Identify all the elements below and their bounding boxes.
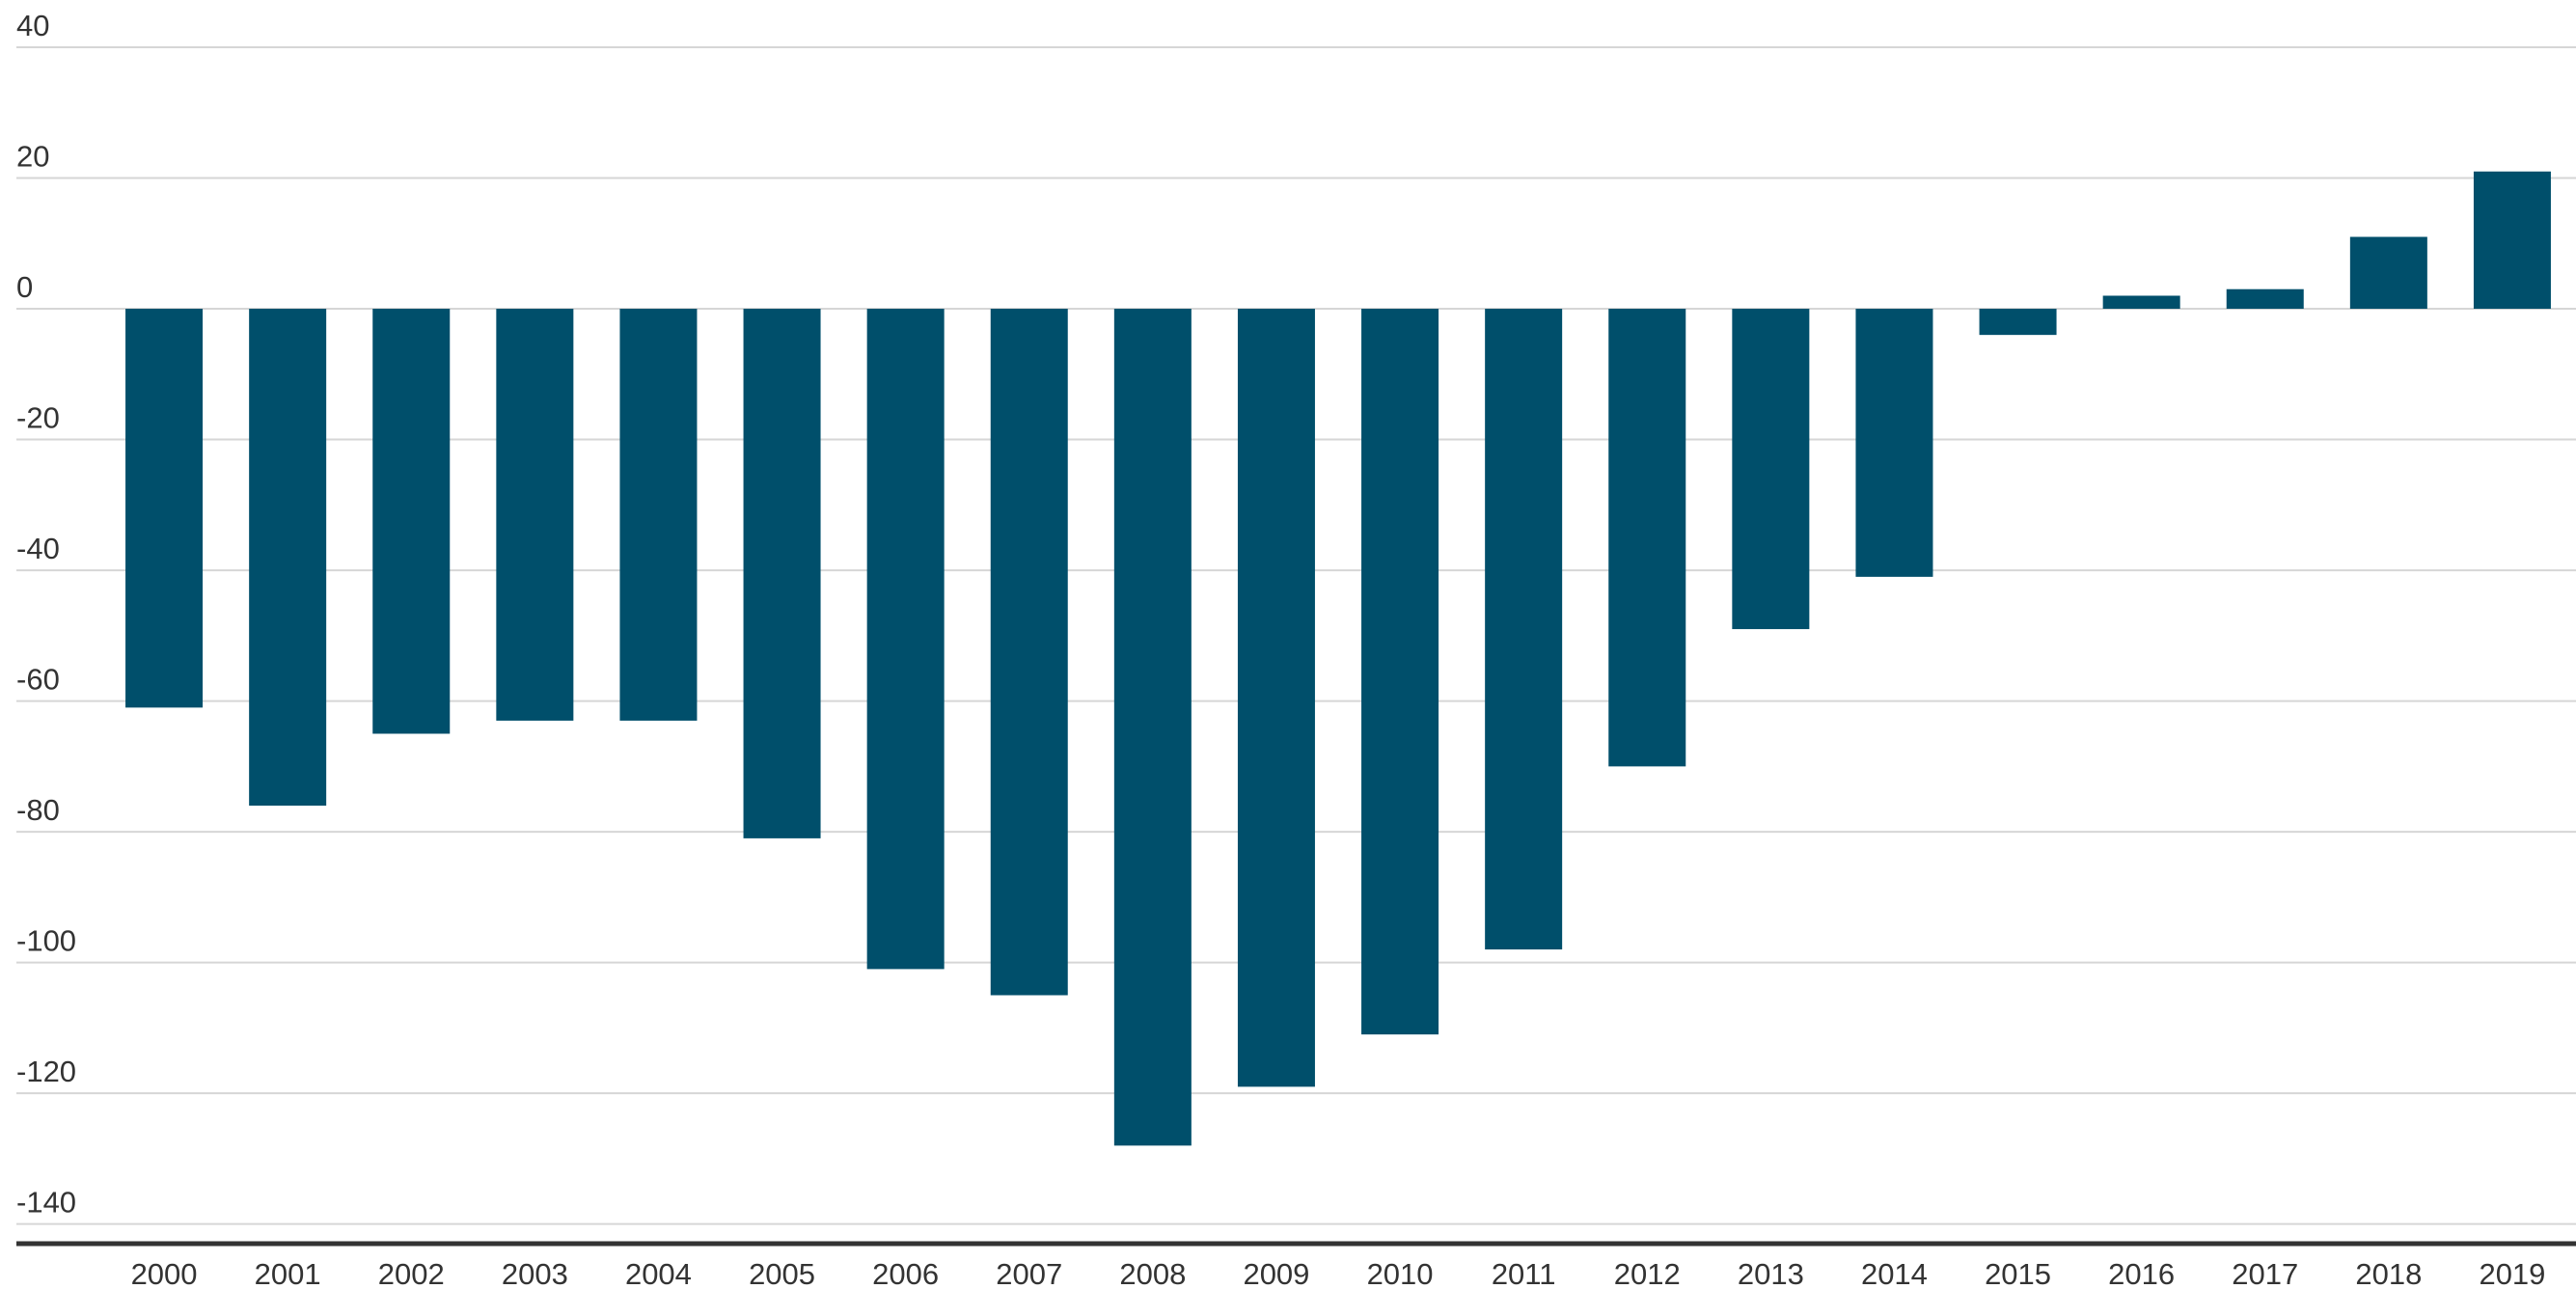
bar (743, 309, 821, 838)
bar (2349, 236, 2427, 310)
bar (1361, 309, 1439, 1035)
y-tick-label: -140 (16, 1186, 76, 1220)
bar (1855, 309, 1933, 577)
y-tick-label: -40 (16, 532, 60, 565)
x-tick-label: 2001 (255, 1257, 321, 1289)
y-tick-label: 40 (16, 9, 49, 42)
x-tick-label: 2007 (996, 1257, 1062, 1289)
x-tick-label: 2017 (2232, 1257, 2298, 1289)
bar (2473, 171, 2551, 310)
x-tick-label: 2010 (1367, 1257, 1434, 1289)
x-tick-label: 2004 (625, 1257, 692, 1289)
x-tick-label: 2008 (1119, 1257, 1186, 1289)
y-tick-label: -100 (16, 924, 76, 958)
bar (619, 309, 698, 721)
bar (1608, 309, 1686, 767)
bar (1979, 309, 2057, 336)
x-tick-label: 2016 (2108, 1257, 2175, 1289)
y-tick-label: -120 (16, 1055, 76, 1088)
x-tick-label: 2002 (378, 1257, 445, 1289)
x-tick-label: 2009 (1243, 1257, 1309, 1289)
y-tick-label: 0 (16, 270, 33, 304)
bar (866, 309, 945, 970)
bar (1485, 309, 1563, 950)
x-tick-label: 2014 (1861, 1257, 1928, 1289)
y-tick-label: -20 (16, 401, 60, 435)
x-tick-label: 2006 (872, 1257, 939, 1289)
bar (1113, 309, 1192, 1146)
x-tick-label: 2015 (1985, 1257, 2051, 1289)
x-tick-label: 2019 (2479, 1257, 2545, 1289)
bar (1732, 309, 1810, 630)
x-tick-label: 2011 (1492, 1257, 1556, 1289)
bar (249, 309, 327, 807)
bar (1237, 309, 1315, 1087)
bar (990, 309, 1068, 996)
bar (125, 309, 204, 708)
bar (2102, 295, 2180, 310)
x-tick-label: 2000 (131, 1257, 198, 1289)
x-tick-label: 2013 (1738, 1257, 1804, 1289)
y-tick-label: -80 (16, 793, 60, 827)
bar (2226, 288, 2304, 310)
x-tick-label: 2012 (1614, 1257, 1681, 1289)
y-tick-label: 20 (16, 140, 49, 174)
x-tick-label: 2005 (749, 1257, 815, 1289)
bar (496, 309, 574, 721)
bar (372, 309, 451, 734)
y-tick-label: -60 (16, 663, 60, 697)
x-tick-label: 2018 (2355, 1257, 2422, 1289)
x-tick-label: 2003 (502, 1257, 568, 1289)
